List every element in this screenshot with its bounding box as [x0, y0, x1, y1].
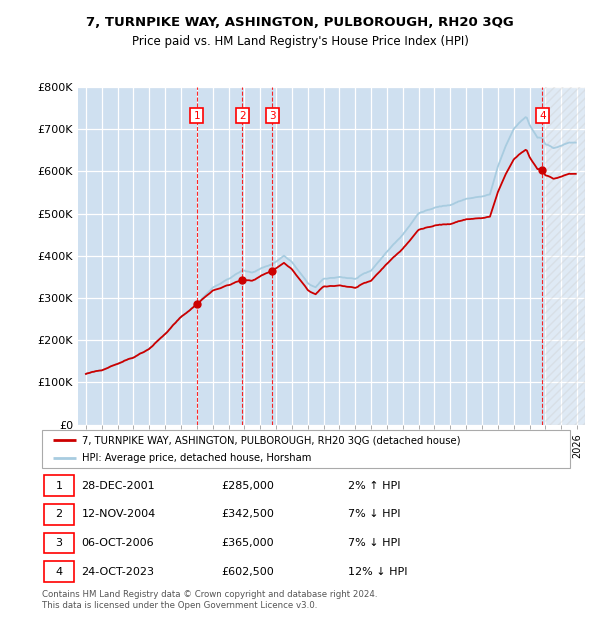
Text: 12-NOV-2004: 12-NOV-2004	[82, 509, 156, 519]
Text: 24-OCT-2023: 24-OCT-2023	[82, 567, 155, 577]
Text: £602,500: £602,500	[221, 567, 274, 577]
Text: 7% ↓ HPI: 7% ↓ HPI	[348, 509, 401, 519]
FancyBboxPatch shape	[44, 561, 74, 582]
Text: 06-OCT-2006: 06-OCT-2006	[82, 538, 154, 548]
Bar	[545, 87, 585, 425]
FancyBboxPatch shape	[44, 533, 74, 553]
FancyBboxPatch shape	[44, 475, 74, 496]
FancyBboxPatch shape	[44, 504, 74, 525]
Text: Contains HM Land Registry data © Crown copyright and database right 2024.
This d: Contains HM Land Registry data © Crown c…	[42, 590, 377, 609]
Text: 7, TURNPIKE WAY, ASHINGTON, PULBOROUGH, RH20 3QG: 7, TURNPIKE WAY, ASHINGTON, PULBOROUGH, …	[86, 16, 514, 29]
Text: 1: 1	[55, 480, 62, 490]
Text: 2: 2	[239, 110, 245, 120]
Text: 4: 4	[539, 110, 545, 120]
Text: £342,500: £342,500	[221, 509, 274, 519]
Text: 3: 3	[269, 110, 276, 120]
Text: 2% ↑ HPI: 2% ↑ HPI	[348, 480, 401, 490]
Text: £365,000: £365,000	[221, 538, 274, 548]
Text: 7% ↓ HPI: 7% ↓ HPI	[348, 538, 401, 548]
Text: 2: 2	[55, 509, 62, 519]
Text: £285,000: £285,000	[221, 480, 274, 490]
Text: 3: 3	[55, 538, 62, 548]
Text: HPI: Average price, detached house, Horsham: HPI: Average price, detached house, Hors…	[82, 453, 311, 464]
Text: 4: 4	[55, 567, 62, 577]
Text: 1: 1	[193, 110, 200, 120]
Text: 12% ↓ HPI: 12% ↓ HPI	[348, 567, 408, 577]
Text: 7, TURNPIKE WAY, ASHINGTON, PULBOROUGH, RH20 3QG (detached house): 7, TURNPIKE WAY, ASHINGTON, PULBOROUGH, …	[82, 435, 460, 445]
Text: 28-DEC-2001: 28-DEC-2001	[82, 480, 155, 490]
Text: Price paid vs. HM Land Registry's House Price Index (HPI): Price paid vs. HM Land Registry's House …	[131, 35, 469, 48]
